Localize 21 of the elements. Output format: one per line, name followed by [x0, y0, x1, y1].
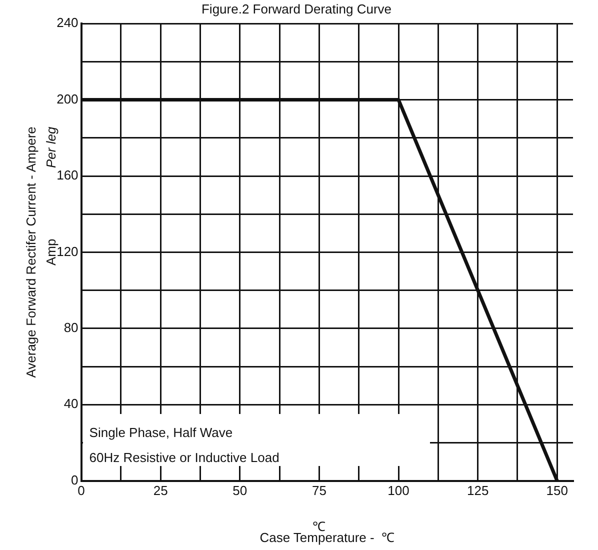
text: Per leg [44, 126, 59, 168]
x-tick-label: 100 [388, 483, 410, 498]
text: ℃ [312, 518, 326, 534]
chart-title: Figure.2 Forward Derating Curve [201, 1, 392, 16]
annotation: Single Phase, Half Wave [89, 424, 234, 442]
text: Amp [44, 238, 59, 266]
y-tick-label: 240 [56, 15, 78, 30]
x-tick-label: 25 [153, 483, 168, 498]
y-tick-label: 80 [64, 320, 78, 335]
y-tick-label: 0 [71, 472, 78, 488]
y-tick-label: 120 [56, 244, 78, 259]
note-box: Single Phase, Half Wave 60Hz Resistive or Inductive Load [83, 414, 430, 466]
x-tick-label: 50 [232, 483, 248, 498]
y-tick-label: 160 [56, 168, 78, 183]
x-tick-label: 125 [466, 483, 489, 498]
y-tick-label: 200 [56, 91, 78, 106]
annotation: 60Hz Resistive or Inductive Load [89, 449, 280, 468]
x-tick-label: 150 [546, 483, 568, 498]
y-axis-title: Average Forward Rectifer Current - Ampere [23, 126, 38, 378]
y-tick-label: 40 [64, 396, 78, 412]
x-tick-label: 75 [312, 483, 326, 498]
